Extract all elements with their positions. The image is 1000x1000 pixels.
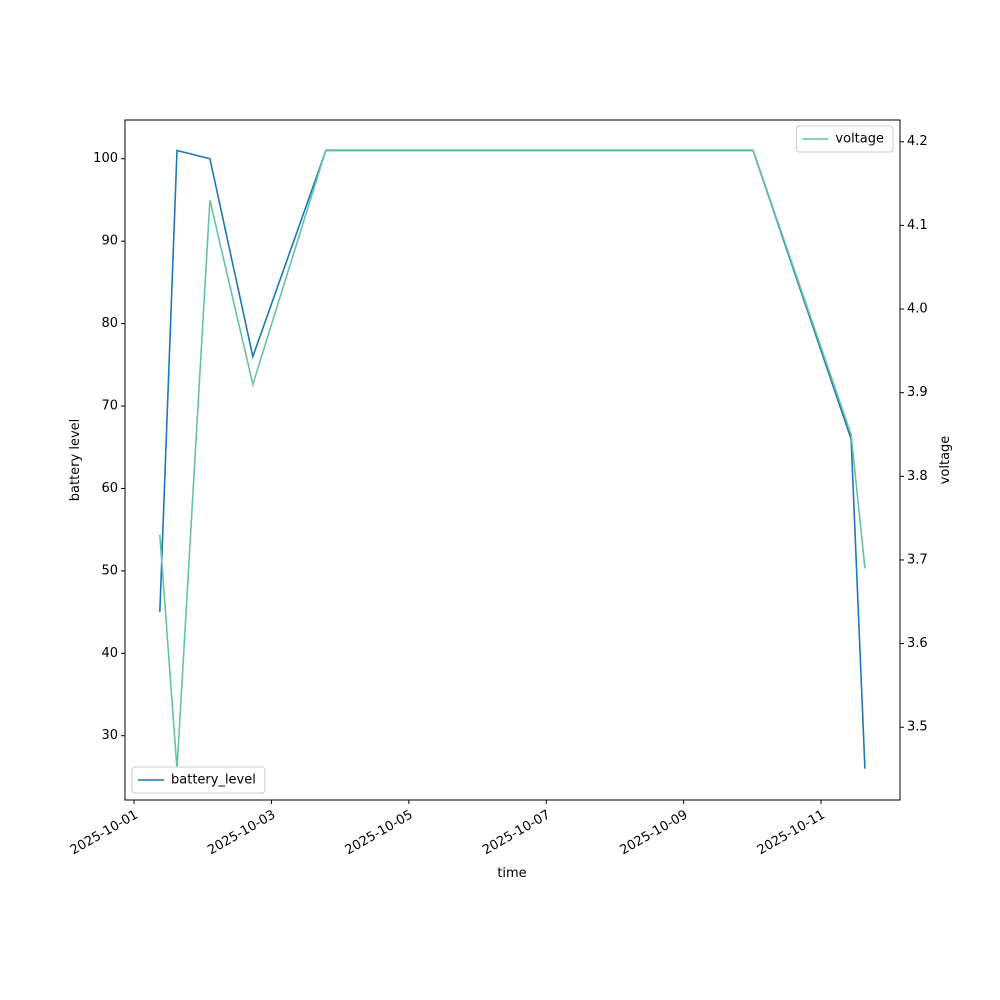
- legend-box: [131, 766, 266, 794]
- y2-tick-label: 3.8: [907, 469, 928, 484]
- x-tick-label: 2025-10-07: [480, 808, 553, 859]
- y-tick-label: 70: [101, 399, 118, 414]
- y2-tick-label: 3.9: [907, 385, 928, 400]
- x-tick-label: 2025-10-03: [205, 808, 278, 859]
- x-tick-label: 2025-10-01: [68, 808, 141, 859]
- y2-tick-label: 3.6: [907, 636, 928, 651]
- y-tick-label: 100: [93, 151, 118, 166]
- x-tick-label: 2025-10-11: [755, 808, 828, 859]
- y2-tick-label: 4.0: [907, 302, 928, 317]
- y-axis-label: battery level: [68, 419, 83, 502]
- legend-label: voltage: [835, 132, 884, 147]
- y-tick-label: 50: [101, 563, 118, 578]
- plot-frame: [124, 119, 901, 801]
- y-tick-label: 60: [101, 481, 118, 496]
- y-tick-label: 80: [101, 316, 118, 331]
- y2-tick-label: 4.1: [907, 218, 928, 233]
- x-tick-label: 2025-10-09: [617, 808, 690, 859]
- y2-tick-label: 3.5: [907, 720, 928, 735]
- y-tick-label: 40: [101, 646, 118, 661]
- series-line: [159, 149, 866, 770]
- x-axis-label: time: [497, 866, 526, 881]
- y-tick-label: 30: [101, 728, 118, 743]
- x-tick-label: 2025-10-05: [343, 808, 416, 859]
- legend-box: [795, 125, 894, 153]
- y-tick-label: 90: [101, 234, 118, 249]
- y2-tick-label: 4.2: [907, 134, 928, 149]
- series-line: [159, 149, 866, 769]
- y2-axis-label: voltage: [938, 436, 953, 485]
- legend-label: battery_level: [171, 773, 256, 788]
- y2-tick-label: 3.7: [907, 552, 928, 567]
